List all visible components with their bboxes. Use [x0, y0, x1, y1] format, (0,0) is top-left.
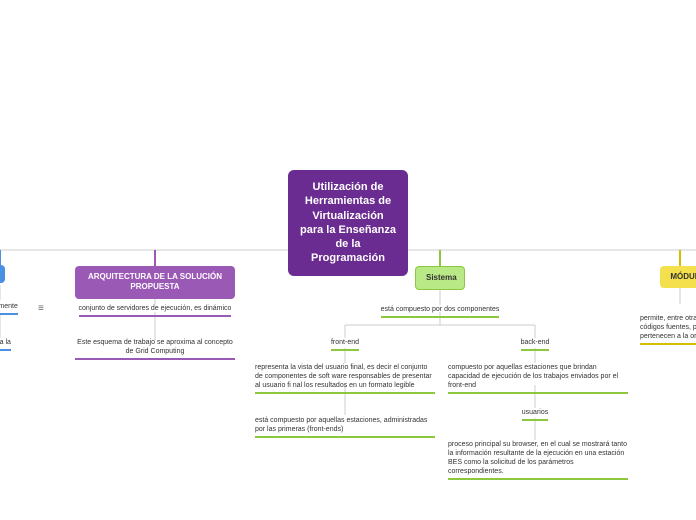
usuarios-text: usuarios	[522, 408, 548, 421]
modulo-label: MÓDUL	[670, 272, 696, 281]
left-sub-1-text: físicamente	[0, 302, 18, 315]
frontend-node: front-end	[320, 338, 370, 351]
left-sub-2: ermita la	[0, 338, 25, 351]
left-sub-2-text: ermita la	[0, 338, 11, 351]
backend-desc1: compuesto por aquellas estaciones que br…	[448, 363, 628, 394]
backend-node: back-end	[510, 338, 560, 351]
backend-desc2-text: proceso principal su browser, en el cual…	[448, 440, 628, 480]
modulo-desc: permite, entre otras códigos fuentes, pr…	[640, 305, 696, 345]
arq-child-2: Este esquema de trabajo se aproxima al c…	[75, 338, 235, 360]
backend-desc1-text: compuesto por aquellas estaciones que br…	[448, 363, 628, 394]
frontend-label: front-end	[331, 338, 359, 351]
branch-modulo[interactable]: MÓDUL	[660, 266, 696, 288]
sistema-label: Sistema	[426, 273, 457, 282]
arq-child-1: conjunto de servidores de ejecución, es …	[75, 304, 235, 317]
frontend-desc2-text: está compuesto por aquellas estaciones, …	[255, 416, 435, 438]
arq-child-2-text: Este esquema de trabajo se aproxima al c…	[75, 338, 235, 360]
sistema-intro-text: está compuesto por dos componentes	[381, 305, 500, 318]
root-title: Utilización de Herramientas de Virtualiz…	[300, 181, 396, 264]
backend-label: back-end	[521, 338, 550, 351]
left-sub-1: físicamente	[0, 302, 30, 315]
branch-blue[interactable]	[0, 265, 5, 283]
arquitectura-label: ARQUITECTURA DE LA SOLUCIÓN PROPUESTA	[88, 272, 222, 291]
modulo-desc-text: permite, entre otras códigos fuentes, pr…	[640, 314, 696, 345]
backend-desc2: proceso principal su browser, en el cual…	[448, 440, 628, 480]
usuarios-node: usuarios	[515, 408, 555, 421]
branch-arquitectura[interactable]: ARQUITECTURA DE LA SOLUCIÓN PROPUESTA	[75, 266, 235, 299]
frontend-desc1-text: representa la vista del usuario final, e…	[255, 363, 435, 394]
root-node: Utilización de Herramientas de Virtualiz…	[288, 170, 408, 276]
expand-icon[interactable]: ≡	[38, 303, 44, 314]
frontend-desc1: representa la vista del usuario final, e…	[255, 363, 435, 394]
branch-sistema[interactable]: Sistema	[415, 266, 465, 290]
sistema-intro: está compuesto por dos componentes	[380, 305, 500, 318]
arq-child-1-text: conjunto de servidores de ejecución, es …	[79, 304, 232, 317]
frontend-desc2: está compuesto por aquellas estaciones, …	[255, 416, 435, 438]
